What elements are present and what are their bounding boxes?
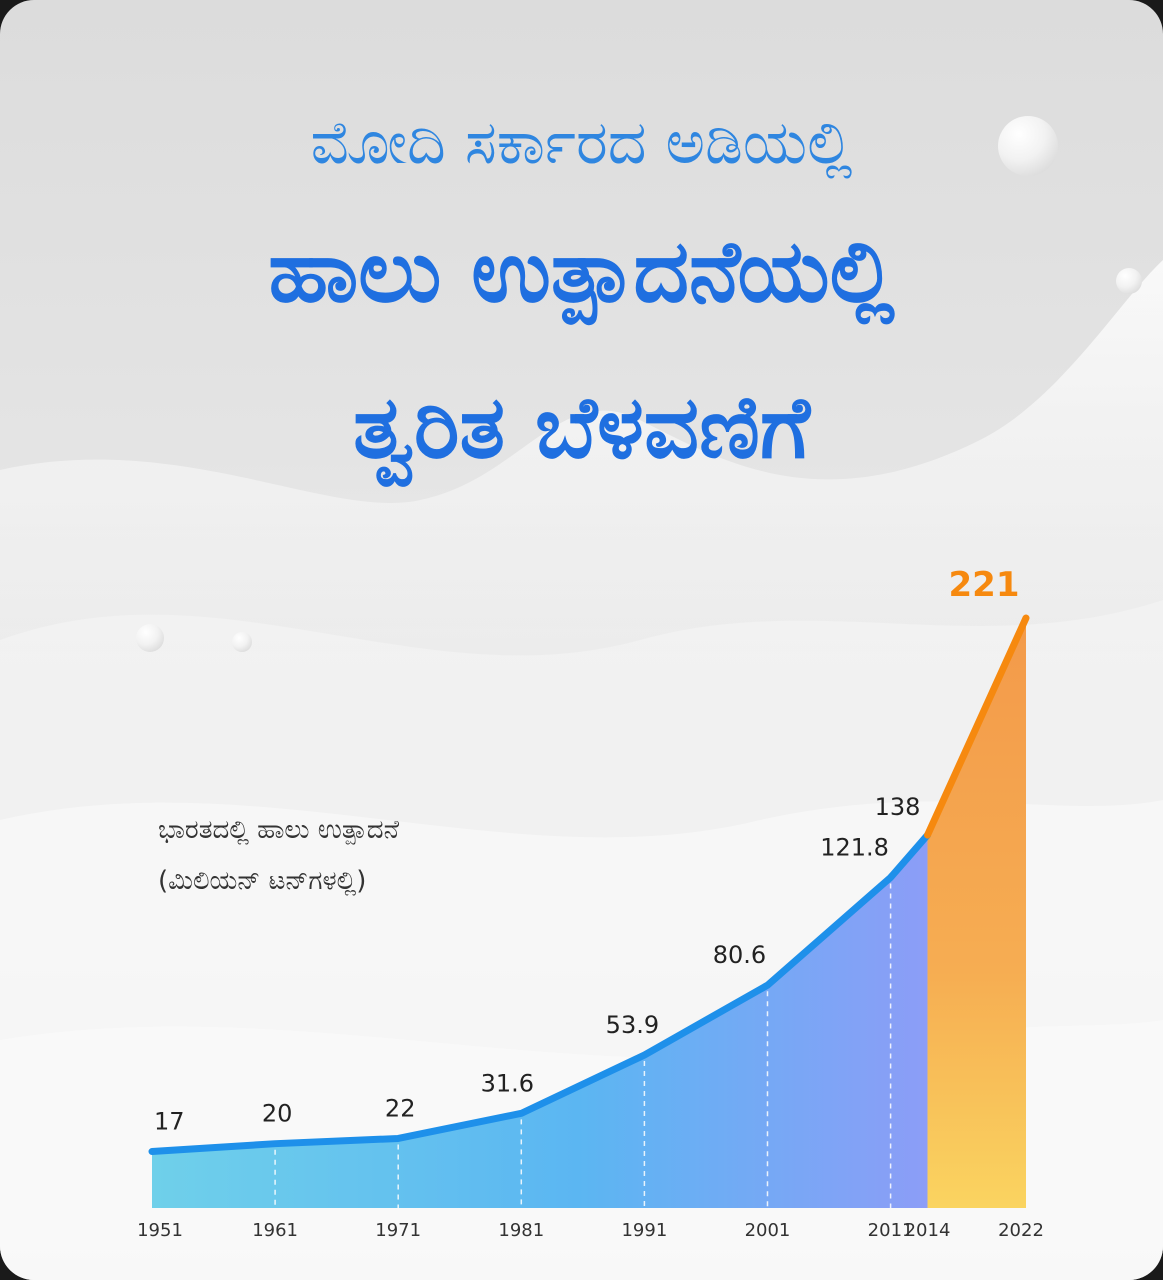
value-label: 121.8 bbox=[820, 833, 889, 861]
chart-guides bbox=[274, 883, 892, 1208]
x-tick-label: 2011 bbox=[868, 1220, 914, 1241]
milk-drop-decoration bbox=[998, 116, 1058, 176]
area-orange bbox=[927, 618, 1026, 1208]
x-tick-label: 1991 bbox=[621, 1220, 667, 1241]
milk-drop-decoration bbox=[232, 632, 252, 652]
milk-drop-decoration bbox=[1116, 268, 1142, 294]
x-tick-label: 1971 bbox=[375, 1220, 421, 1241]
chart-title: ಭಾರತದಲ್ಲಿ ಹಾಲು ಉತ್ಪಾದನೆ bbox=[158, 815, 400, 845]
value-label: 221 bbox=[949, 565, 1020, 605]
area-blue bbox=[152, 835, 928, 1208]
series-line-blue bbox=[148, 831, 932, 1156]
headline-line-2: ಹಾಲು ಉತ್ಪಾದನೆಯಲ್ಲಿ bbox=[268, 222, 895, 322]
chart-subtitle: (ಮಿಲಿಯನ್ ಟನ್‌ಗಳಲ್ಲಿ) bbox=[158, 866, 367, 896]
value-label: 20 bbox=[262, 1100, 293, 1128]
value-label: 80.6 bbox=[713, 941, 766, 969]
x-tick-label: 2001 bbox=[745, 1220, 791, 1241]
milk-drop-decoration bbox=[136, 624, 164, 652]
chart-lines bbox=[148, 614, 1030, 1156]
x-tick-label: 2022 bbox=[998, 1220, 1044, 1241]
x-tick-label: 1951 bbox=[137, 1220, 183, 1241]
value-labels: 17 20 22 31.6 53.9 80.6 121.8 138 221 bbox=[154, 565, 1019, 1136]
headline-line-1: ಮೋದಿ ಸರ್ಕಾರದ ಅಡಿಯಲ್ಲಿ bbox=[310, 108, 853, 178]
x-tick-label: 1981 bbox=[498, 1220, 544, 1241]
value-label: 138 bbox=[875, 793, 921, 821]
x-tick-label: 1961 bbox=[252, 1220, 298, 1241]
value-label: 17 bbox=[154, 1108, 185, 1136]
value-label: 22 bbox=[385, 1094, 416, 1122]
headline-line-3: ತ್ವರಿತ ಬೆಳವಣಿಗೆ bbox=[353, 378, 810, 478]
x-tick-label: 2014 bbox=[905, 1220, 951, 1241]
value-label: 53.9 bbox=[606, 1011, 659, 1039]
chart-areas bbox=[152, 618, 1026, 1208]
value-label: 31.6 bbox=[481, 1069, 534, 1097]
series-line-orange bbox=[924, 614, 1030, 839]
